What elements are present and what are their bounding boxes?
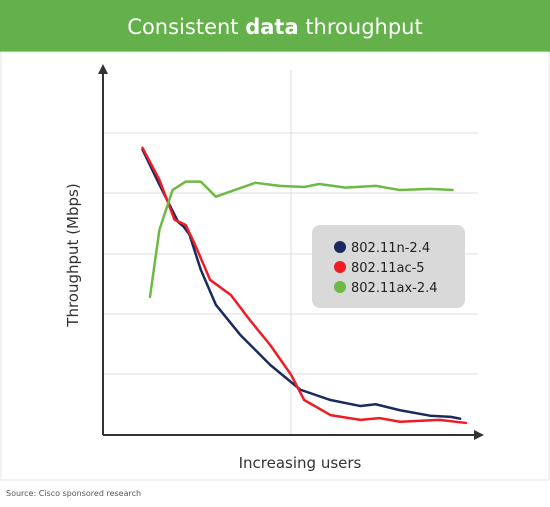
title-part: Consistent bbox=[127, 15, 245, 39]
legend bbox=[312, 225, 465, 308]
line bbox=[148, 180, 454, 299]
chart-title: Consistent data throughput bbox=[127, 15, 422, 39]
legend-label: 802.11n-2.4 bbox=[351, 241, 430, 256]
legend-label: 802.11ax-2.4 bbox=[351, 281, 438, 296]
title-part: throughput bbox=[299, 15, 423, 39]
panel bbox=[0, 51, 550, 481]
legend-swatch bbox=[334, 261, 346, 273]
legend-swatch bbox=[334, 281, 346, 293]
y-axis-label: Throughput (Mbps) bbox=[64, 183, 82, 327]
line bbox=[141, 146, 468, 425]
legend-swatch bbox=[334, 241, 346, 253]
source: Source: Cisco sponsored research bbox=[6, 489, 141, 498]
title-bar bbox=[0, 0, 550, 52]
line bbox=[141, 148, 462, 420]
axes bbox=[98, 64, 484, 440]
title-part: data bbox=[245, 15, 298, 39]
x-axis-label: Increasing users bbox=[239, 454, 362, 472]
legend-label: 802.11ac-5 bbox=[351, 261, 425, 276]
